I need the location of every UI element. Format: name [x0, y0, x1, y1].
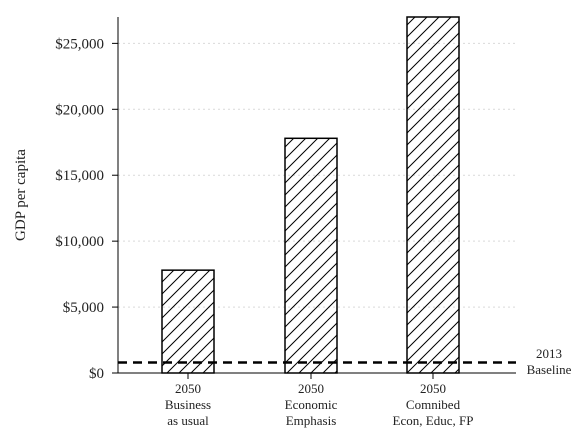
axes [112, 17, 516, 379]
x-tick-label: Economic [285, 397, 338, 412]
x-tick-label: Econ, Educ, FP [393, 413, 474, 428]
baseline-label: 2013 [536, 346, 562, 361]
labels: $0 $5,000 $10,000 $15,000 $20,000 $25,000 2050… [13, 36, 572, 428]
y-axis-title: GDP per capita [13, 149, 29, 241]
y-tick-label: $20,000 [55, 102, 104, 118]
bar [406, 16, 460, 374]
y-tick-label: $25,000 [55, 36, 104, 52]
baseline-label: Baseline [527, 362, 572, 377]
x-tick-label: Business [165, 397, 211, 412]
y-tick-label: $10,000 [55, 234, 104, 250]
x-tick-label: 2050 [420, 381, 446, 396]
x-tick-label: 2050 [175, 381, 201, 396]
bar [284, 137, 338, 374]
bars [161, 16, 460, 374]
y-tick-label: $0 [89, 366, 104, 382]
x-tick-label: Emphasis [286, 413, 337, 428]
x-tick-label: as usual [167, 413, 209, 428]
x-tick-label: 2050 [298, 381, 324, 396]
y-tick-label: $15,000 [55, 168, 104, 184]
x-tick-label: Comnibed [406, 397, 461, 412]
bar [161, 269, 215, 374]
y-tick-label: $5,000 [63, 300, 104, 316]
